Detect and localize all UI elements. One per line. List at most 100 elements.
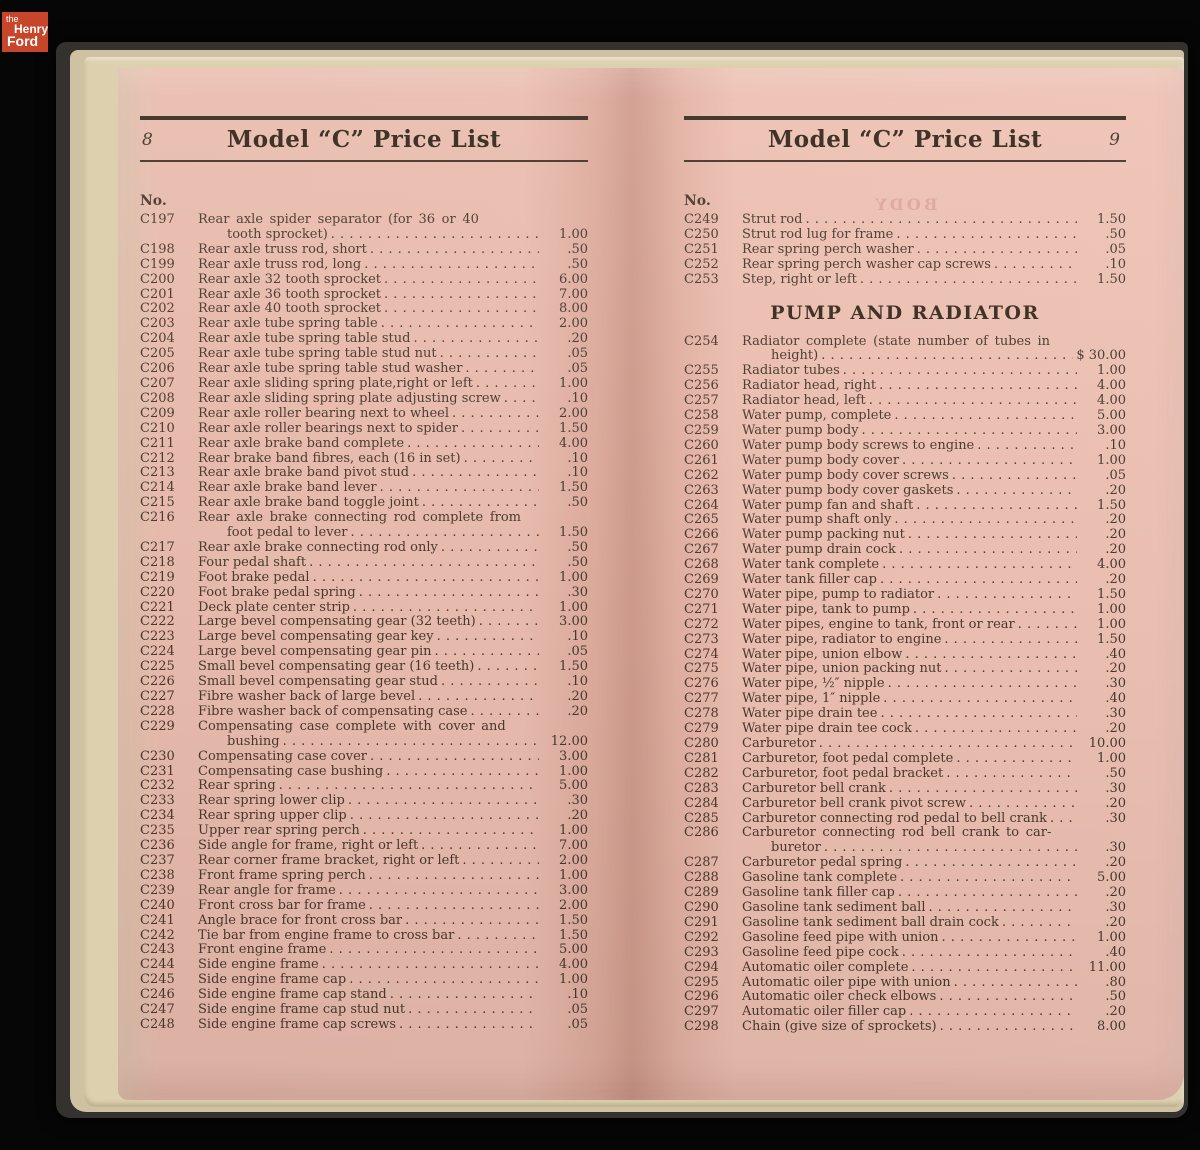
part-description: Rear axle truss rod, long (198, 256, 362, 272)
page-number: 9 (1109, 130, 1120, 150)
part-number: C294 (684, 959, 719, 975)
dot-leader (470, 705, 539, 720)
dot-leader (364, 258, 539, 273)
part-number: C210 (140, 420, 175, 436)
price-list-row: C293 Gasoline feed pipe cock .40 (684, 945, 1126, 961)
price-list-row: C272 Water pipes, engine to tank, front … (684, 617, 1126, 633)
price-list-row: C261 Water pump body cover 1.00 (684, 452, 1126, 469)
part-description: Rear axle brake band lever (198, 480, 377, 496)
part-description: Front engine frame (198, 942, 327, 958)
henry-ford-logo: the Henry Ford (2, 12, 48, 52)
price-list-row: C288 Gasoline tank complete 5.00 (684, 870, 1126, 886)
price-list-row: C289 Gasoline tank filler cap .20 (684, 885, 1126, 901)
price-list-row: C253 Step, right or left 1.50 (684, 271, 1126, 288)
price-list-row: C283 Carburetor bell crank .30 (684, 781, 1126, 797)
part-price: 1.50 (559, 525, 588, 541)
part-price: .50 (567, 256, 588, 272)
part-description: Small bevel compensating gear (16 teeth) (198, 659, 475, 675)
price-list-row: C233 Rear spring lower clip .30 (140, 793, 588, 809)
part-price: .10 (567, 674, 588, 690)
part-description: Carburetor connecting rod pedal to bell … (742, 810, 1047, 826)
part-price: 2.00 (559, 897, 588, 913)
price-list-row: C257 Radiator head, left 4.00 (684, 393, 1126, 409)
part-number: C222 (140, 614, 175, 630)
price-list-row: C236 Side angle for frame, right or left… (140, 838, 588, 854)
part-description: Angle brace for front cross bar (198, 912, 403, 928)
part-number: C278 (684, 706, 719, 722)
part-number: C280 (684, 736, 719, 751)
dot-leader (882, 558, 1077, 573)
part-description: Radiator head, left (742, 393, 866, 409)
part-description: Rear spring (198, 778, 276, 794)
part-description-continued: bushing (227, 733, 280, 749)
part-number: C298 (684, 1019, 719, 1035)
price-list-row: C243 Front engine frame 5.00 (140, 943, 588, 958)
part-description: Side engine frame cap stand (198, 987, 387, 1003)
part-number: C228 (140, 703, 175, 719)
part-price: .50 (1105, 989, 1126, 1005)
dot-leader (899, 543, 1077, 558)
dot-leader (952, 469, 1077, 484)
dot-leader (369, 869, 539, 884)
price-list-row: C219 Foot brake pedal 1.00 (140, 569, 588, 586)
part-description: Large bevel compensating gear (32 teeth) (198, 614, 476, 630)
dot-leader (421, 839, 539, 854)
part-description: Water pipe, 1″ nipple (742, 691, 881, 707)
part-description: Rear axle tube spring table stud washer (198, 361, 463, 377)
dot-leader (917, 243, 1077, 258)
price-list-row: C281 Carburetor, foot pedal complete 1.0… (684, 751, 1126, 767)
price-list-row: C207 Rear axle sliding spring plate,righ… (140, 376, 588, 392)
part-price: 1.00 (559, 599, 588, 615)
part-price: .10 (1105, 256, 1126, 272)
part-price: .10 (567, 987, 588, 1003)
price-list-row: C244 Side engine frame 4.00 (140, 957, 588, 973)
dot-leader (915, 722, 1077, 737)
part-price: 4.00 (1097, 393, 1126, 409)
price-list-row: C282 Carburetor, foot pedal bracket .50 (684, 766, 1126, 782)
part-price: 1.00 (1097, 601, 1126, 617)
part-description: Rear axle sliding spring plate adjusting… (198, 390, 501, 406)
dot-leader (994, 258, 1077, 273)
dot-leader (977, 439, 1077, 454)
part-description: Step, right or left (742, 271, 857, 287)
part-number: C209 (140, 405, 175, 421)
dot-leader (937, 588, 1077, 603)
part-price: 1.00 (559, 763, 588, 779)
dot-leader (348, 794, 539, 809)
price-list-row: C223 Large bevel compensating gear key .… (140, 629, 588, 645)
dot-leader (1050, 812, 1077, 827)
price-list-row: C231 Compensating case bushing 1.00 (140, 763, 588, 780)
part-number: C243 (140, 942, 175, 958)
part-description: Water pump fan and shaft (742, 497, 914, 513)
part-price: 8.00 (559, 301, 588, 317)
part-description: Rear spring upper clip (198, 808, 347, 824)
price-list-row: C292 Gasoline feed pipe with union 1.00 (684, 930, 1126, 946)
dot-leader (1018, 618, 1077, 633)
part-description: Foot brake pedal (198, 569, 310, 585)
part-description: Rear axle roller bearings next to spider (198, 420, 458, 436)
dot-leader (309, 556, 539, 571)
part-description: Chain (give size of sprockets) (742, 1019, 937, 1035)
part-description: Water pipe, union elbow (742, 646, 903, 662)
part-price: .40 (1105, 646, 1126, 662)
part-price: 5.00 (559, 942, 588, 958)
part-price: 3.00 (559, 882, 588, 898)
price-list-row: C268 Water tank complete 4.00 (684, 557, 1126, 573)
price-list-row: C256 Radiator head, right 4.00 (684, 378, 1126, 394)
part-description: Radiator head, right (742, 378, 877, 394)
part-description: Rear axle tube spring table stud (198, 331, 411, 347)
part-number: C235 (140, 823, 175, 839)
part-price: 1.00 (1097, 452, 1126, 468)
price-list-row: C227 Fibre washer back of large bevel .2… (140, 689, 588, 705)
section-heading-pump-and-radiator: PUMP AND RADIATOR (770, 301, 1040, 324)
part-number: C197 (140, 212, 175, 227)
part-number: C224 (140, 644, 175, 660)
part-price: 7.00 (559, 838, 588, 854)
price-list-row: C200 Rear axle 32 tooth sprocket 6.00 (140, 272, 588, 288)
part-description: Radiator complete (state number of tubes… (742, 333, 1051, 349)
dot-leader (954, 976, 1077, 991)
part-price: 1.00 (559, 569, 588, 585)
logo-henry: Henry (14, 22, 49, 36)
part-price: .20 (1105, 914, 1126, 930)
part-number: C291 (684, 914, 719, 930)
